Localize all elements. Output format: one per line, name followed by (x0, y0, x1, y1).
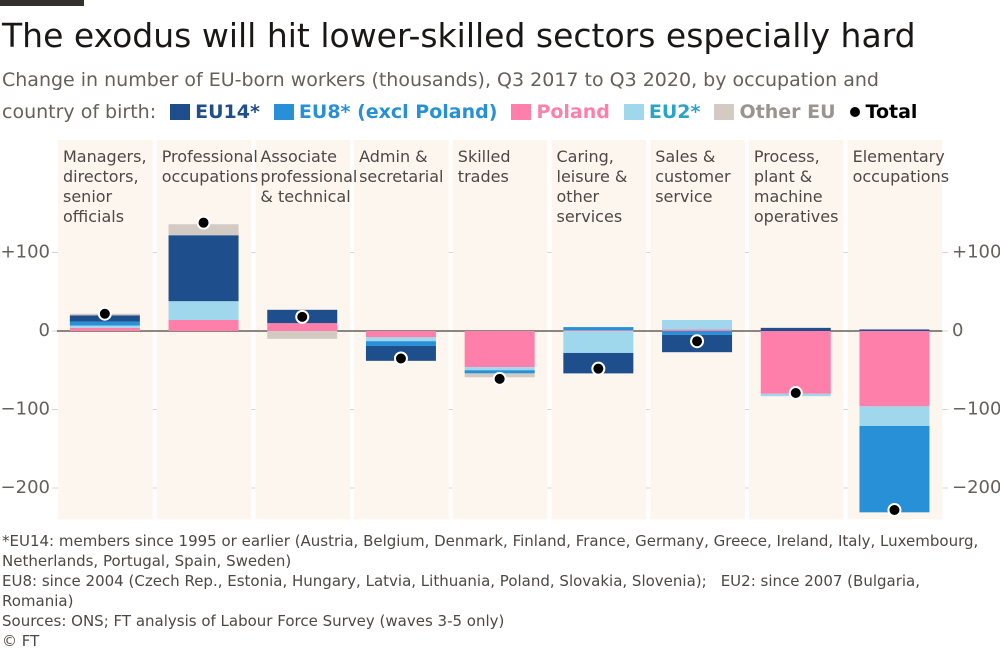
total-dot (97, 306, 112, 321)
footnote-row: EU8: since 2004 (Czech Rep., Estonia, Hu… (2, 571, 992, 611)
total-dot (690, 334, 705, 349)
bar-segment (662, 331, 733, 335)
bar-segment (69, 321, 140, 326)
bar-segment (168, 235, 239, 302)
legend-label: Poland (536, 101, 610, 123)
legend-label: EU8* (excl Poland) (298, 101, 498, 123)
brand-bar (0, 0, 84, 6)
total-dot (393, 351, 408, 366)
x-category-label: Skilled trades (457, 147, 511, 186)
total-dot (295, 309, 310, 324)
credit: © FT (2, 632, 40, 650)
footnote: EU2: since 2007 (Bulgaria, Romania) (2, 572, 921, 610)
x-category-label: Process, plant & machine operatives (753, 147, 839, 226)
legend-swatch (511, 104, 532, 120)
legend-item: EU8* (excl Poland) (273, 101, 498, 123)
legend-swatch (623, 104, 644, 120)
total-dot (196, 215, 211, 230)
bar-segment (168, 301, 239, 321)
chart-title: The exodus will hit lower-skilled sector… (2, 16, 916, 55)
bar-segment (859, 425, 930, 513)
legend-item: EU14* (170, 101, 260, 123)
bar-segment (859, 329, 930, 331)
x-category-label: Admin & secretarial (359, 147, 444, 186)
legend-item: EU2* (623, 101, 701, 123)
y-tick-label: −100 (1, 399, 50, 420)
total-dot (492, 371, 507, 386)
total-dot (788, 386, 803, 401)
bar-segment (69, 325, 140, 328)
bar-segment (464, 370, 535, 374)
y-tick-label: +100 (952, 242, 1000, 263)
y-tick-label: −200 (1, 477, 50, 498)
y-tick-label: +100 (1, 242, 50, 263)
y-tick-label: −200 (952, 477, 1000, 498)
footnote: *EU14: members since 1995 or earlier (Au… (2, 532, 979, 570)
footnote: EU8: since 2004 (Czech Rep., Estonia, Hu… (2, 572, 707, 590)
bar-segment (168, 320, 239, 331)
footnotes: *EU14: members since 1995 or earlier (Au… (2, 531, 992, 651)
total-dot (887, 502, 902, 517)
legend-item: Total (849, 101, 918, 123)
bar-segment (859, 406, 930, 426)
bar-segment (365, 331, 436, 338)
bar-segment (464, 367, 535, 371)
bar-segment (563, 327, 634, 331)
bar-segment (168, 224, 239, 236)
y-tick-label: −100 (952, 399, 1000, 420)
chart: +100 +100 0 0 −100 −100 −200 −200 (1, 140, 1000, 520)
legend-swatch (170, 104, 191, 120)
x-category-label: Sales & customer service (655, 147, 731, 206)
total-dot (591, 361, 606, 376)
legend-swatch (273, 104, 294, 120)
legend-label: EU14* (195, 101, 260, 123)
bar-segment (267, 323, 338, 331)
y-tick-label: 0 (952, 320, 963, 341)
x-category-label: Managers, directors, senior officials (63, 147, 147, 226)
source: Sources: ONS; FT analysis of Labour Forc… (2, 612, 505, 630)
x-category-label: Associate professional & technical (260, 147, 358, 206)
legend-label: Other EU (739, 101, 836, 123)
legend-label: EU2* (648, 101, 701, 123)
bar-segment (760, 327, 831, 331)
bar-segment (563, 331, 634, 353)
bar-segment (365, 341, 436, 346)
bar-segment (365, 337, 436, 342)
column-background (354, 140, 449, 520)
bar-segment (464, 331, 535, 368)
subtitle-legend: Change in number of EU-born workers (tho… (2, 64, 942, 128)
legend-item: Other EU (714, 101, 836, 123)
bar-segment (760, 331, 831, 394)
subtitle: Change in number of EU-born workers (tho… (2, 69, 879, 123)
bar-segment (563, 330, 634, 331)
y-tick-label: 0 (39, 320, 50, 341)
bar-segment (662, 329, 733, 331)
x-category-label: Professional occupations (161, 147, 259, 186)
bar-segment (662, 320, 733, 330)
bar-segment (859, 331, 930, 407)
legend-swatch (714, 104, 735, 120)
column-background (452, 140, 548, 520)
x-category-label: Caring, leisure & other services (556, 147, 628, 226)
bar-segment (267, 331, 338, 339)
legend-label: Total (865, 101, 918, 123)
x-category-label: Elementary occupations (852, 147, 950, 186)
legend-dot (849, 107, 860, 117)
legend-item: Poland (511, 101, 610, 123)
bar-segment (69, 327, 140, 331)
